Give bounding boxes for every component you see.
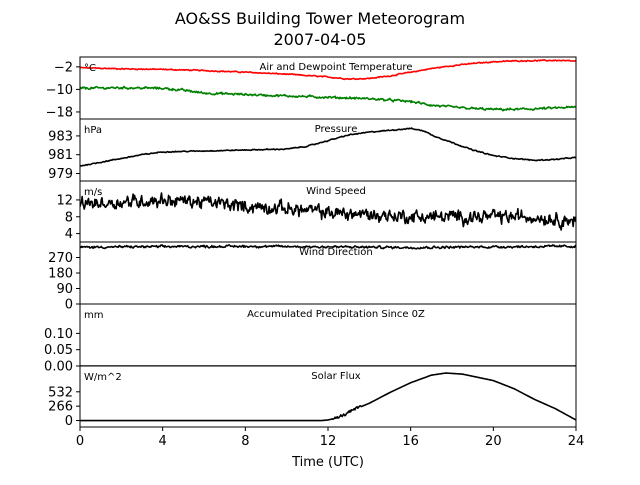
xtick-label-7: 24	[568, 434, 585, 449]
panel-2: 979 981 983 hPa Pressure	[48, 118, 577, 182]
panel-1-ytick-label-2: −10	[46, 83, 73, 98]
panel-1-ytick-label-1: −2	[54, 60, 73, 75]
panel-1-ytick-label-3: −18	[46, 105, 73, 120]
panel-4-ytick-label-3: 180	[48, 267, 73, 282]
panel-6-ytick-label-1: 0	[65, 414, 73, 429]
panel-2-ytick-label-3: 983	[48, 129, 73, 144]
panel-5-ytick-label-1: 0.00	[44, 360, 73, 375]
panel-1-series-2-line	[80, 85, 576, 112]
panel-2-unit: hPa	[84, 125, 102, 136]
panel-6-ytick-label-3: 532	[48, 385, 73, 400]
panel-3-ytick-label-3: 12	[56, 193, 73, 208]
panel-3-title: Wind Speed	[306, 186, 366, 197]
panel-3-series-1-line	[80, 192, 576, 231]
panel-3-ytick-label-1: 4	[65, 227, 73, 242]
panel-3-ytick-label-2: 8	[65, 210, 73, 225]
panel-3-unit: m/s	[84, 187, 102, 198]
panels: −2 −10 −18 °C Air and Dewpoint Temperature 97…	[44, 56, 577, 429]
panel-5-ytick-label-2: 0.05	[44, 343, 73, 358]
panel-2-ytick-label-1: 979	[48, 167, 73, 182]
panel-5-ytick-label-3: 0.10	[44, 327, 73, 342]
xtick-label-2: 4	[159, 434, 167, 449]
x-axis-label: Time (UTC)	[291, 455, 364, 470]
panel-6-unit: W/m^2	[84, 372, 122, 383]
panel-4-series-1-line	[80, 244, 576, 250]
chart-subtitle: 2007-04-05	[274, 30, 367, 49]
chart-title: AO&SS Building Tower Meteorogram	[175, 9, 465, 28]
panel-5-title: Accumulated Precipitation Since 0Z	[247, 309, 425, 320]
panel-1-unit: °C	[84, 63, 96, 74]
panel-1-series-1-line	[80, 59, 576, 81]
panel-6-title: Solar Flux	[311, 371, 361, 382]
xtick-label-3: 8	[241, 434, 249, 449]
panel-6-series-1-line	[80, 372, 576, 422]
panel-4-ytick-label-1: 0	[65, 298, 73, 313]
panel-6-ytick-label-2: 266	[48, 400, 73, 415]
panel-2-series-1-line	[80, 127, 576, 167]
xtick-label-1: 0	[76, 434, 84, 449]
panel-2-title: Pressure	[315, 124, 358, 135]
x-axis: 0 4 8 12 16 20 24	[76, 427, 584, 449]
xtick-label-6: 20	[485, 434, 502, 449]
panel-5-unit: mm	[84, 310, 103, 321]
panel-1-title: Air and Dewpoint Temperature	[260, 62, 413, 73]
panel-4-ytick-label-4: 270	[48, 251, 73, 266]
panel-2-ytick-label-2: 981	[48, 148, 73, 163]
panel-4-title: Wind Direction	[299, 247, 373, 258]
panel-1: −2 −10 −18 °C Air and Dewpoint Temperature	[46, 56, 577, 120]
xtick-label-5: 16	[402, 434, 419, 449]
xtick-label-4: 12	[320, 434, 337, 449]
panel-4-ytick-label-2: 90	[56, 282, 73, 297]
